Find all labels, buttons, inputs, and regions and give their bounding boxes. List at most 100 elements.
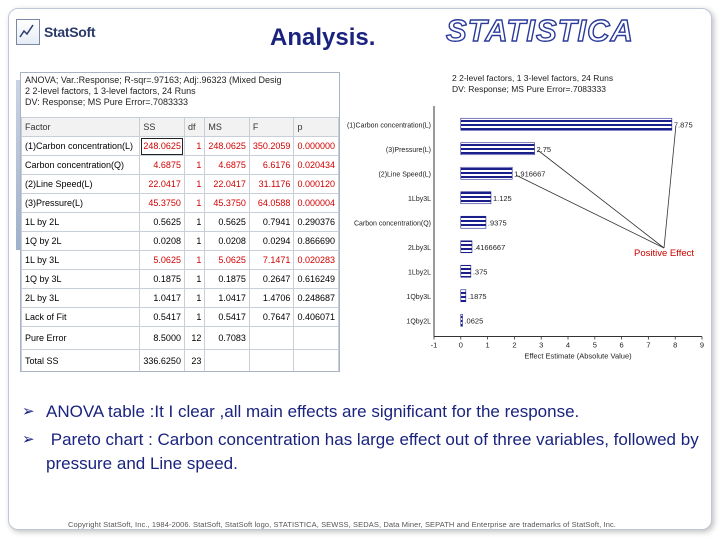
table-scroll-strip[interactable] <box>16 80 21 250</box>
cell-f[interactable]: 7.1471 <box>248 250 295 270</box>
annotation-arrow <box>663 126 677 249</box>
table-row[interactable]: (2)Line Speed(L) 22.0417 1 22.0417 31.1176 0.… <box>21 174 339 194</box>
cell-p[interactable]: 0.020283 <box>293 250 339 270</box>
cell-p[interactable]: 0.866690 <box>293 231 339 251</box>
cell-df[interactable]: 1 <box>183 212 206 232</box>
cell-p[interactable]: 0.000120 <box>293 174 339 194</box>
cell-f[interactable]: 0.2647 <box>248 269 295 289</box>
cell-factor[interactable]: (2)Line Speed(L) <box>21 174 141 194</box>
cell-df[interactable]: 1 <box>183 136 206 156</box>
cell-ss[interactable]: 0.5417 <box>139 307 185 327</box>
cell-p[interactable] <box>293 326 339 350</box>
cell-df[interactable]: 12 <box>183 326 206 350</box>
cell-ss[interactable]: 0.5625 <box>139 212 185 232</box>
cell-ms[interactable]: 22.0417 <box>204 174 250 194</box>
table-row[interactable]: Pure Error 8.5000 12 0.7083 <box>21 326 339 350</box>
cell-ss[interactable]: 5.0625 <box>139 250 185 270</box>
table-row[interactable]: Total SS 336.6250 23 <box>21 349 339 371</box>
cell-factor[interactable]: 1Q by 2L <box>21 231 141 251</box>
cell-ss[interactable]: 8.5000 <box>139 326 185 350</box>
cell-p[interactable]: 0.020434 <box>293 155 339 175</box>
cell-p[interactable]: 0.616249 <box>293 269 339 289</box>
cell-f[interactable] <box>248 349 295 371</box>
bullet-body: : Carbon concentration has large effect … <box>46 430 699 473</box>
cell-ss[interactable]: 45.3750 <box>139 193 185 213</box>
cell-df[interactable]: 1 <box>183 231 206 251</box>
col-header-ss[interactable]: SS <box>139 117 185 137</box>
cell-ms[interactable]: 0.0208 <box>204 231 250 251</box>
cell-ms[interactable]: 0.1875 <box>204 269 250 289</box>
cell-ms[interactable]: 4.6875 <box>204 155 250 175</box>
cell-ss[interactable]: 0.0208 <box>139 231 185 251</box>
cell-df[interactable]: 1 <box>183 269 206 289</box>
annotation-arrow <box>538 150 665 249</box>
cell-f[interactable]: 6.6176 <box>248 155 295 175</box>
cell-ms[interactable]: 0.7083 <box>204 326 250 350</box>
cell-ss[interactable]: 1.0417 <box>139 288 185 308</box>
table-row[interactable]: Carbon concentration(Q) 4.6875 1 4.6875 6.61… <box>21 155 339 175</box>
cell-ss[interactable]: 248.0625 <box>139 136 185 156</box>
category-label: 1Qby3L <box>406 294 431 301</box>
cell-df[interactable]: 1 <box>183 250 206 270</box>
cell-f[interactable]: 0.7647 <box>248 307 295 327</box>
cell-f[interactable]: 64.0588 <box>248 193 295 213</box>
cell-factor[interactable]: (1)Carbon concentration(L) <box>21 136 141 156</box>
cell-df[interactable]: 1 <box>183 193 206 213</box>
table-row[interactable]: 1Q by 3L 0.1875 1 0.1875 0.2647 0.616249 <box>21 269 339 289</box>
copyright-footer: Copyright StatSoft, Inc., 1984-2006. Sta… <box>68 520 616 529</box>
cell-ms[interactable]: 45.3750 <box>204 193 250 213</box>
cell-factor[interactable]: Pure Error <box>21 326 141 350</box>
cell-ss[interactable]: 336.6250 <box>139 349 185 371</box>
cell-factor[interactable]: 1L by 3L <box>21 250 141 270</box>
col-header-df[interactable]: df <box>183 117 206 137</box>
cell-df[interactable]: 1 <box>183 307 206 327</box>
col-header-f[interactable]: F <box>248 117 295 137</box>
cell-f[interactable]: 0.7941 <box>248 212 295 232</box>
cell-ms[interactable]: 248.0625 <box>204 136 250 156</box>
cell-df[interactable]: 1 <box>183 288 206 308</box>
cell-p[interactable]: 0.000000 <box>293 136 339 156</box>
cell-df[interactable]: 1 <box>183 155 206 175</box>
cell-factor[interactable]: 2L by 3L <box>21 288 141 308</box>
table-row[interactable]: 2L by 3L 1.0417 1 1.0417 1.4706 0.248687 <box>21 288 339 308</box>
cell-df[interactable]: 1 <box>183 174 206 194</box>
cell-factor[interactable]: Lack of Fit <box>21 307 141 327</box>
table-row[interactable]: (1)Carbon concentration(L) 248.0625 1 248.0… <box>21 136 339 156</box>
cell-ms[interactable]: 5.0625 <box>204 250 250 270</box>
cell-p[interactable]: 0.290376 <box>293 212 339 232</box>
data-label: 1.916667 <box>514 169 545 178</box>
table-row[interactable]: 1Q by 2L 0.0208 1 0.0208 0.0294 0.866690 <box>21 231 339 251</box>
cell-ss[interactable]: 22.0417 <box>139 174 185 194</box>
cell-p[interactable]: 0.406071 <box>293 307 339 327</box>
table-row[interactable]: Lack of Fit 0.5417 1 0.5417 0.7647 0.406071 <box>21 307 339 327</box>
table-row[interactable]: 1L by 2L 0.5625 1 0.5625 0.7941 0.290376 <box>21 212 339 232</box>
cell-p[interactable] <box>293 349 339 371</box>
col-header-factor[interactable]: Factor <box>21 117 141 137</box>
x-tick-label: 3 <box>539 341 543 350</box>
cell-factor[interactable]: (3)Pressure(L) <box>21 193 141 213</box>
cell-f[interactable]: 0.0294 <box>248 231 295 251</box>
cell-ss[interactable]: 4.6875 <box>139 155 185 175</box>
cell-ss[interactable]: 0.1875 <box>139 269 185 289</box>
cell-df[interactable]: 23 <box>183 349 206 371</box>
cell-factor[interactable]: Total SS <box>21 349 141 371</box>
cell-f[interactable]: 1.4706 <box>248 288 295 308</box>
cell-p[interactable]: 0.000004 <box>293 193 339 213</box>
table-row[interactable]: (3)Pressure(L) 45.3750 1 45.3750 64.0588 0.00… <box>21 193 339 213</box>
x-tick-label: 1 <box>486 341 490 350</box>
cell-f[interactable]: 350.2059 <box>248 136 295 156</box>
cell-factor[interactable]: Carbon concentration(Q) <box>21 155 141 175</box>
table-row[interactable]: 1L by 3L 5.0625 1 5.0625 7.1471 0.020283 <box>21 250 339 270</box>
bar <box>460 313 463 327</box>
cell-ms[interactable]: 0.5625 <box>204 212 250 232</box>
cell-ms[interactable]: 1.0417 <box>204 288 250 308</box>
cell-factor[interactable]: 1Q by 3L <box>21 269 141 289</box>
cell-f[interactable]: 31.1176 <box>248 174 295 194</box>
cell-ms[interactable]: 0.5417 <box>204 307 250 327</box>
cell-f[interactable] <box>248 326 295 350</box>
cell-p[interactable]: 0.248687 <box>293 288 339 308</box>
col-header-ms[interactable]: MS <box>204 117 250 137</box>
cell-factor[interactable]: 1L by 2L <box>21 212 141 232</box>
cell-ms[interactable] <box>204 349 250 371</box>
col-header-p[interactable]: p <box>293 117 339 137</box>
